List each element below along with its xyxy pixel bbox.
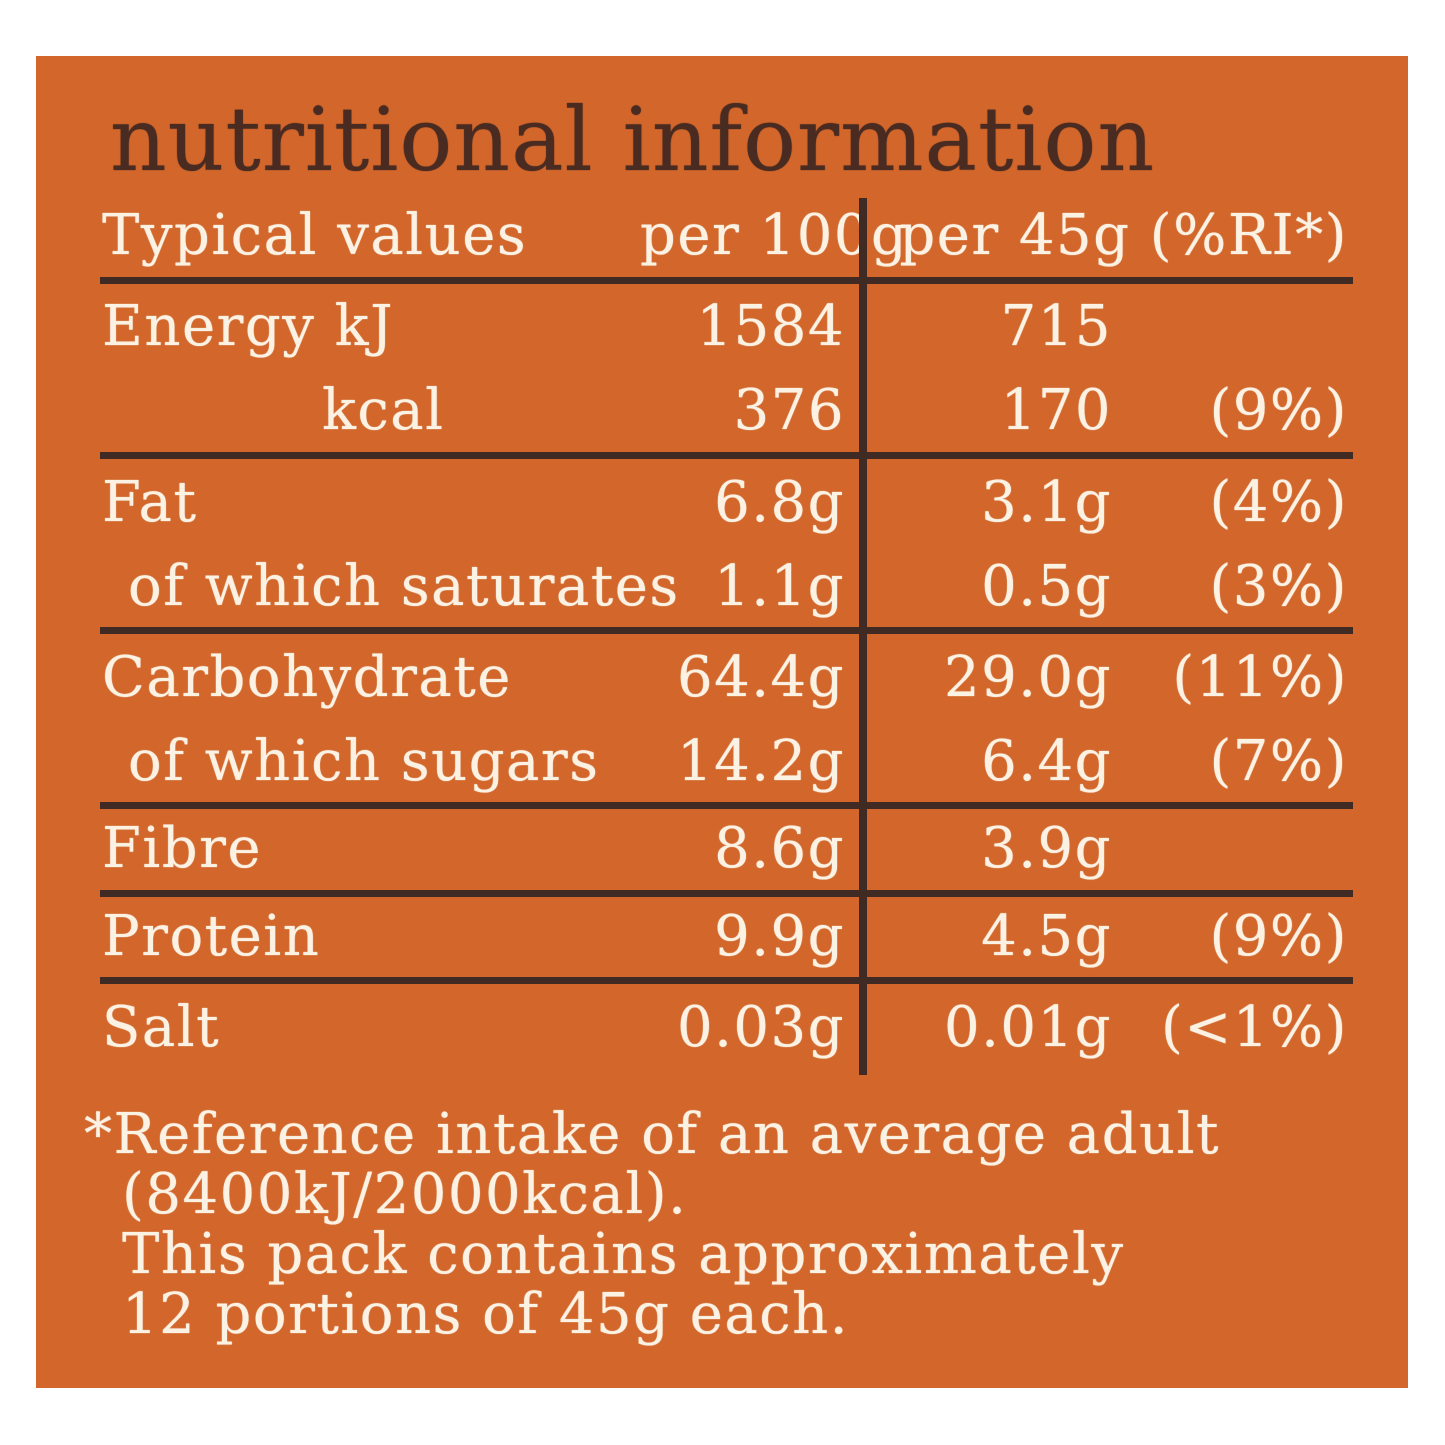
row-per45-value: 0.5g [981,553,1112,619]
row-label: Salt [102,995,221,1061]
table-row: of which sugars 14.2g 6.4g (7%) [100,722,1353,810]
nutrition-table: Typical values per 100g per 45g (%RI*) E… [100,196,1353,1072]
nutrition-panel: nutritional information Typical values p… [36,56,1408,1388]
row-per100-value: 9.9g [714,904,845,970]
table-row: Energy kJ 1584 715 [100,284,1353,372]
row-per45-value: 715 [1000,294,1112,360]
row-per45-value: 3.1g [981,469,1112,535]
row-per100-value: 0.03g [676,995,845,1061]
table-row: Protein 9.9g 4.5g (9%) [100,897,1353,985]
row-per100-value: 14.2g [676,728,845,794]
row-ri-percent: (7%) [1209,728,1348,794]
row-ri-percent: (<1%) [1161,995,1348,1061]
row-label: Fat [102,469,198,535]
table-row: Carbohydrate 64.4g 29.0g (11%) [100,634,1353,722]
table-row: Fibre 8.6g 3.9g [100,809,1353,897]
row-label: of which sugars [128,728,600,794]
row-per45-value: 0.01g [943,995,1112,1061]
column-divider-line [859,198,867,1075]
row-label: Protein [102,904,321,970]
row-per100-value: 64.4g [676,644,845,710]
table-body: Energy kJ 1584 715 kcal 376 170 (9%) Fat 6.8g 3.1… [100,284,1353,1072]
header-typical-values: Typical values [102,203,528,269]
row-ri-percent: (9%) [1209,378,1348,444]
table-row: kcal 376 170 (9%) [100,371,1353,459]
footnote: *Reference intake of an average adult (8… [84,1105,1220,1345]
footnote-line-portions: 12 portions of 45g each. [122,1282,850,1347]
footnote-line-kj-kcal: (8400kJ/2000kcal). [122,1162,688,1227]
row-label: Carbohydrate [102,644,512,710]
table-row: of which saturates 1.1g 0.5g (3%) [100,546,1353,634]
table-row: Salt 0.03g 0.01g (<1%) [100,984,1353,1072]
row-label: Fibre [102,816,263,882]
row-ri-percent: (11%) [1172,644,1348,710]
row-ri-percent: (9%) [1209,904,1348,970]
row-per100-value: 376 [733,378,845,444]
row-per45-value: 3.9g [981,816,1112,882]
row-label: kcal [322,378,445,444]
row-per45-value: 4.5g [981,904,1112,970]
row-per45-value: 6.4g [981,728,1112,794]
row-ri-percent: (3%) [1209,553,1348,619]
row-label: of which saturates [128,553,680,619]
row-ri-percent: (4%) [1209,469,1348,535]
row-per100-value: 1584 [696,294,845,360]
table-header-row: Typical values per 100g per 45g (%RI*) [100,196,1353,284]
row-per100-value: 1.1g [714,553,845,619]
header-per-45g-ri: per 45g (%RI*) [899,203,1348,269]
footnote-line-reference-intake: *Reference intake of an average adult [84,1102,1221,1167]
row-per45-value: 29.0g [943,644,1112,710]
row-label: Energy kJ [102,294,395,360]
footnote-line-pack-contains: This pack contains approximately [122,1222,1125,1287]
header-per-100g: per 100g [640,203,909,269]
row-per45-value: 170 [1000,378,1112,444]
panel-title: nutritional information [110,88,1156,191]
row-per100-value: 6.8g [714,469,845,535]
row-per100-value: 8.6g [714,816,845,882]
table-row: Fat 6.8g 3.1g (4%) [100,459,1353,547]
